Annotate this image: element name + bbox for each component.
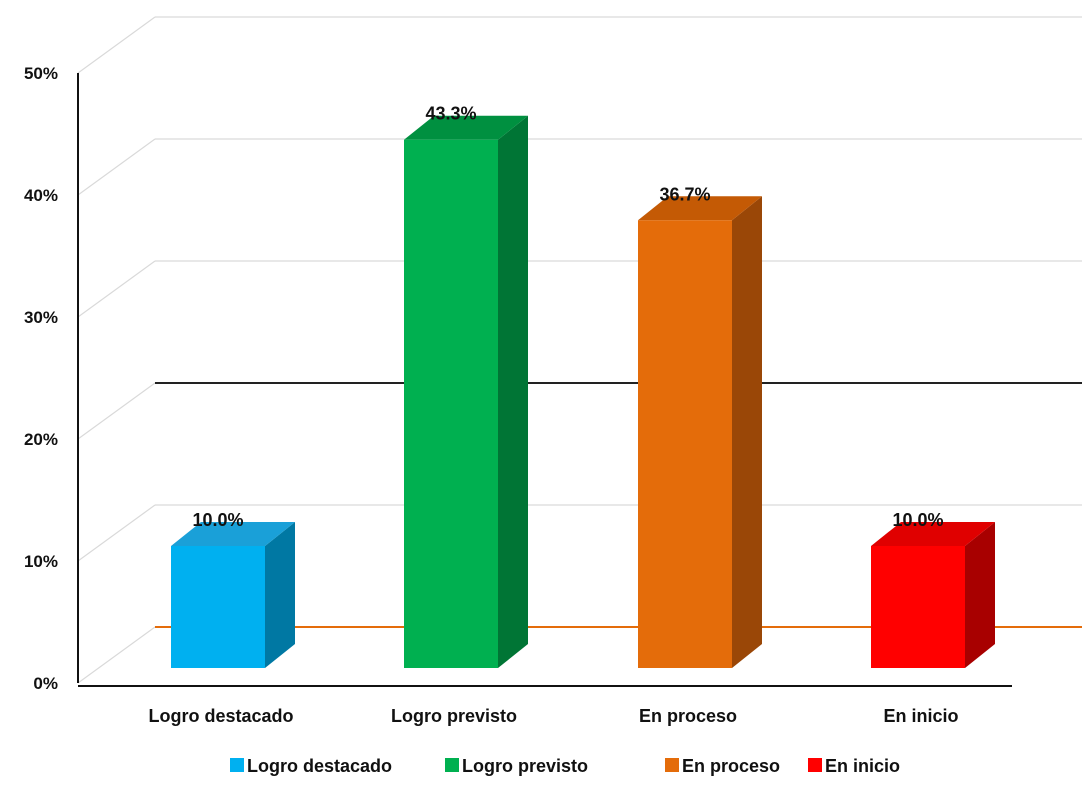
category-label: En inicio bbox=[883, 706, 958, 726]
bar-top bbox=[638, 196, 762, 221]
bar-front bbox=[871, 546, 965, 668]
bar bbox=[404, 115, 528, 669]
data-label: 10.0% bbox=[192, 510, 243, 530]
y-tick-label: 40% bbox=[24, 186, 58, 205]
data-label: 36.7% bbox=[659, 184, 710, 204]
legend-label: En proceso bbox=[682, 756, 780, 776]
bar-top bbox=[171, 522, 295, 546]
y-tick-label: 50% bbox=[24, 64, 58, 83]
labels: 10.0% Logro destacado 43.3% Logro previsto 3… bbox=[148, 104, 958, 726]
bar bbox=[638, 196, 762, 668]
bar-front bbox=[638, 220, 732, 668]
legend-label: Logro previsto bbox=[462, 756, 588, 776]
legend-swatch bbox=[445, 758, 459, 772]
bar-front bbox=[171, 546, 265, 668]
legend-swatch bbox=[665, 758, 679, 772]
bar-side bbox=[265, 522, 295, 668]
data-label: 43.3% bbox=[425, 104, 476, 124]
legend-item: En inicio bbox=[808, 756, 900, 776]
legend: Logro destacado Logro previsto En proceso E… bbox=[230, 756, 900, 776]
data-label: 10.0% bbox=[892, 510, 943, 530]
bar-top bbox=[871, 522, 995, 546]
gridline-side bbox=[77, 626, 156, 684]
y-tick-label: 30% bbox=[24, 308, 58, 327]
y-tick-label: 0% bbox=[33, 674, 58, 693]
bar bbox=[871, 522, 995, 668]
y-tick-label: 20% bbox=[24, 430, 58, 449]
legend-item: Logro destacado bbox=[230, 756, 392, 776]
legend-item: En proceso bbox=[665, 756, 780, 776]
category-label: Logro previsto bbox=[391, 706, 517, 726]
gridline-side bbox=[77, 382, 156, 440]
legend-label: Logro destacado bbox=[247, 756, 392, 776]
gridline-side bbox=[77, 260, 156, 318]
bar-front bbox=[404, 139, 498, 669]
y-tick-label: 10% bbox=[24, 552, 58, 571]
legend-swatch bbox=[808, 758, 822, 772]
bar-top bbox=[404, 115, 528, 140]
category-label: En proceso bbox=[639, 706, 737, 726]
axes: 0% 10% 20% 30% 40% 50% bbox=[24, 64, 1012, 693]
legend-swatch bbox=[230, 758, 244, 772]
legend-label: En inicio bbox=[825, 756, 900, 776]
gridline-side bbox=[77, 138, 156, 196]
bar-side bbox=[732, 196, 762, 668]
bar bbox=[171, 522, 295, 668]
bars bbox=[171, 115, 995, 669]
gridline-side bbox=[77, 504, 156, 562]
gridline-side bbox=[77, 16, 156, 74]
legend-item: Logro previsto bbox=[445, 756, 588, 776]
bar-side bbox=[498, 115, 528, 669]
category-label: Logro destacado bbox=[148, 706, 293, 726]
bar-side bbox=[965, 522, 995, 668]
